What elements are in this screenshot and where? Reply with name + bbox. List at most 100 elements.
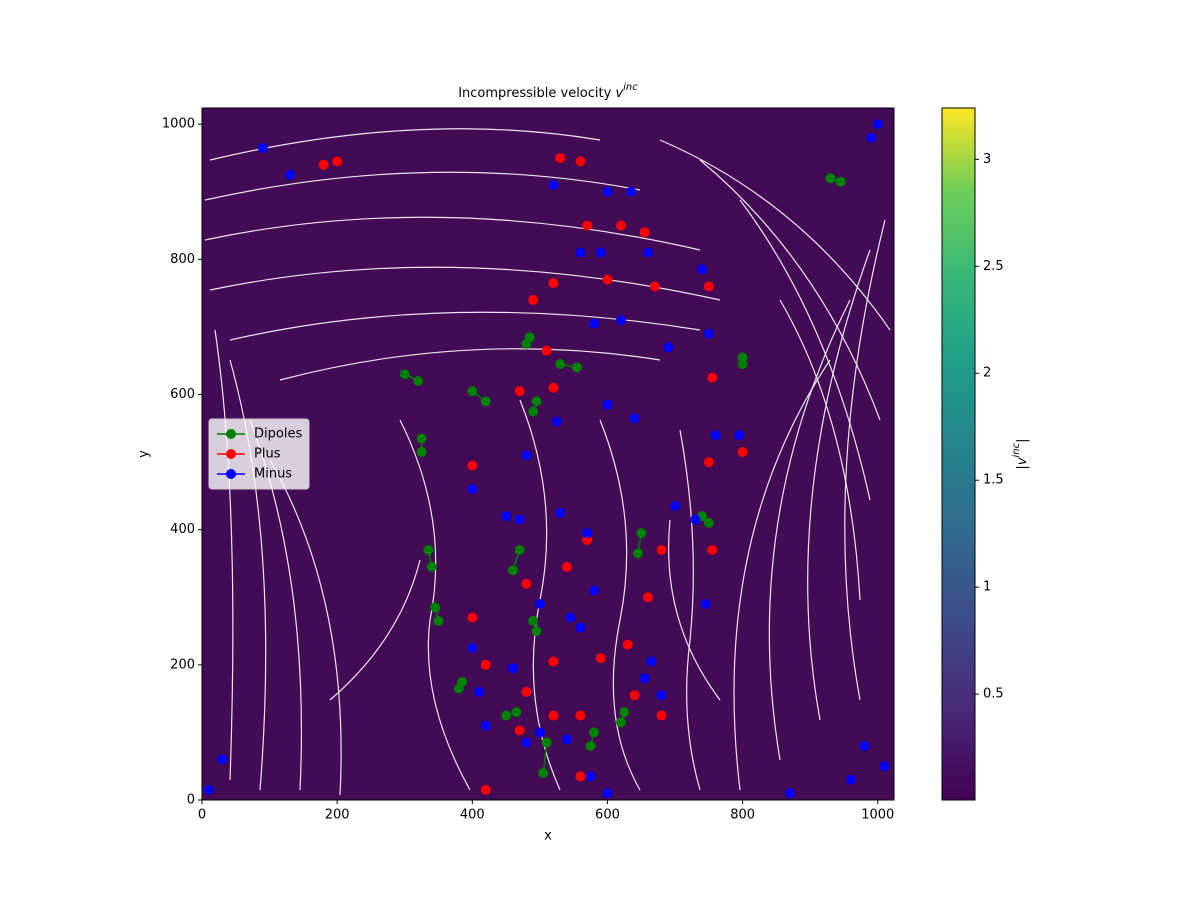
point xyxy=(619,707,630,718)
marks xyxy=(203,119,890,799)
title-symbol: v xyxy=(615,86,623,101)
x-tick-label: 800 xyxy=(730,808,755,823)
chart-title: Incompressible velocity vinc xyxy=(458,82,638,101)
point xyxy=(538,767,549,778)
colorbar-tick-label: 1 xyxy=(983,580,991,595)
point xyxy=(602,788,613,799)
point xyxy=(541,345,552,356)
y-tick-label: 600 xyxy=(170,387,195,402)
point xyxy=(511,707,522,718)
point xyxy=(521,338,532,349)
point xyxy=(426,561,437,572)
point xyxy=(541,737,552,748)
point xyxy=(636,528,647,539)
point xyxy=(521,578,532,589)
point xyxy=(825,173,836,184)
point xyxy=(514,386,525,397)
point xyxy=(514,725,525,736)
point xyxy=(480,396,491,407)
point xyxy=(656,710,667,721)
point xyxy=(737,446,748,457)
point xyxy=(467,642,478,653)
title-text: Incompressible velocity xyxy=(458,86,615,101)
point xyxy=(703,281,714,292)
point xyxy=(703,457,714,468)
point xyxy=(622,639,633,650)
point xyxy=(572,362,583,373)
point xyxy=(467,612,478,623)
colorbar-tick-label: 1.5 xyxy=(983,473,1004,488)
point xyxy=(602,274,613,285)
point xyxy=(643,247,654,258)
point xyxy=(474,686,485,697)
point xyxy=(575,622,586,633)
point xyxy=(284,169,295,180)
y-tick-label: 400 xyxy=(170,522,195,537)
point xyxy=(588,727,599,738)
point xyxy=(399,369,410,380)
point xyxy=(480,659,491,670)
point xyxy=(528,406,539,417)
point xyxy=(629,690,640,701)
legend-label: Plus xyxy=(254,447,281,462)
x-tick-label: 200 xyxy=(325,808,350,823)
point xyxy=(575,771,586,782)
point xyxy=(663,342,674,353)
point xyxy=(626,186,637,197)
point xyxy=(835,176,846,187)
x-tick-label: 1000 xyxy=(861,808,894,823)
point xyxy=(737,359,748,370)
point xyxy=(521,686,532,697)
point xyxy=(643,592,654,603)
point xyxy=(416,433,427,444)
point xyxy=(585,740,596,751)
y-tick-label: 200 xyxy=(170,657,195,672)
point xyxy=(507,663,518,674)
point xyxy=(656,690,667,701)
point xyxy=(548,180,559,191)
point xyxy=(639,227,650,238)
colorbar-tick-label: 0.5 xyxy=(983,687,1004,702)
point xyxy=(430,602,441,613)
point xyxy=(548,382,559,393)
point xyxy=(690,514,701,525)
point xyxy=(615,717,626,728)
point xyxy=(845,774,856,785)
point xyxy=(575,710,586,721)
y-tick-label: 0 xyxy=(187,793,195,808)
point xyxy=(588,318,599,329)
point xyxy=(561,561,572,572)
y-tick-label: 800 xyxy=(170,252,195,267)
x-tick-label: 600 xyxy=(595,808,620,823)
legend-label: Dipoles xyxy=(254,427,302,442)
point xyxy=(707,372,718,383)
point xyxy=(514,544,525,555)
point xyxy=(639,673,650,684)
cb-close: | xyxy=(1015,438,1030,442)
point xyxy=(480,720,491,731)
point xyxy=(555,153,566,164)
point xyxy=(670,501,681,512)
point xyxy=(872,119,883,130)
legend-marker xyxy=(226,449,236,459)
point xyxy=(575,247,586,258)
point xyxy=(565,612,576,623)
y-axis-label: y xyxy=(137,450,152,458)
point xyxy=(656,544,667,555)
colorbar-label: |vinc| xyxy=(1011,438,1030,469)
point xyxy=(551,416,562,427)
point xyxy=(697,264,708,275)
point xyxy=(646,656,657,667)
point xyxy=(866,132,877,143)
colorbar-tick-label: 3 xyxy=(983,152,991,167)
point xyxy=(585,771,596,782)
dipole-link xyxy=(542,742,548,774)
legend-marker xyxy=(226,429,236,439)
colorbar-tick-label: 2.5 xyxy=(983,259,1004,274)
point xyxy=(528,294,539,305)
point xyxy=(433,615,444,626)
point xyxy=(734,430,745,441)
point xyxy=(582,528,593,539)
cb-symbol: v xyxy=(1015,457,1030,465)
y-tick-label: 1000 xyxy=(162,117,195,132)
